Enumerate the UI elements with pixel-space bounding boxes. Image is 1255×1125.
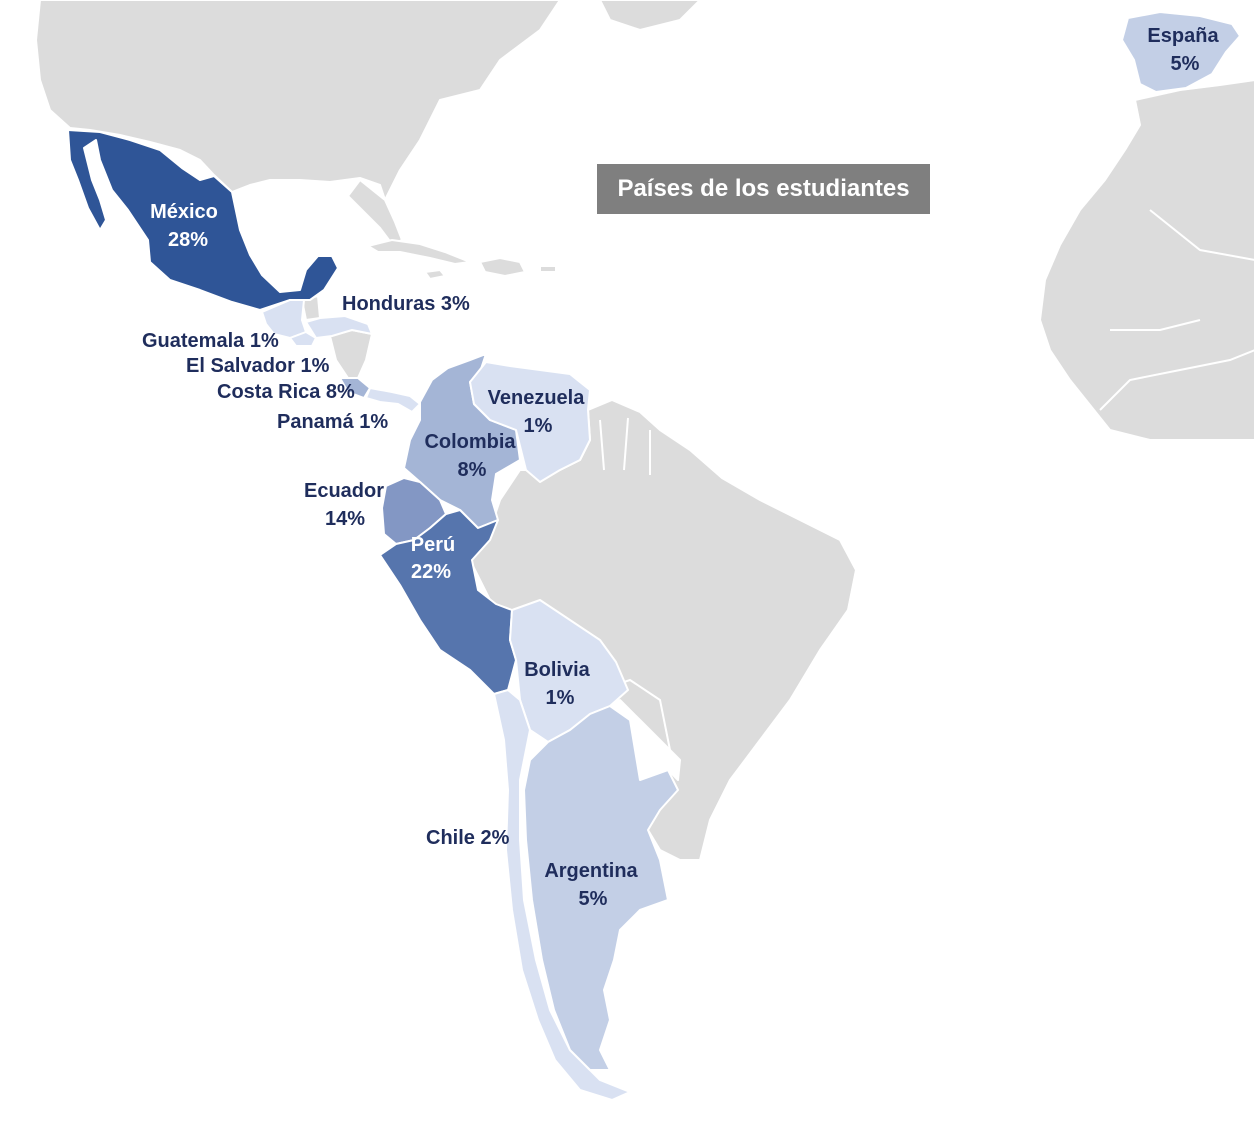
- label-mexico-name: México: [150, 201, 218, 223]
- label-bolivia-value: 1%: [546, 687, 575, 709]
- country-el-salvador: [289, 331, 317, 347]
- label-chile: Chile 2%: [426, 827, 510, 849]
- label-honduras: Honduras 3%: [342, 293, 470, 315]
- land-arctic: [599, 0, 701, 31]
- land-cuba: [367, 239, 471, 265]
- country-espana: [1121, 11, 1241, 93]
- country-colombia: [403, 353, 521, 529]
- country-labels: México 28% España 5% Honduras 3% Guatema…: [142, 25, 1219, 910]
- label-ecuador-name: Ecuador: [304, 480, 384, 502]
- label-ecuador-value: 14%: [325, 508, 365, 530]
- label-venezuela-name: Venezuela: [488, 387, 586, 409]
- label-panama: Panamá 1%: [277, 411, 388, 433]
- label-espana-value: 5%: [1171, 53, 1200, 75]
- highlighted-countries: [67, 11, 1241, 1101]
- label-el-salvador: El Salvador 1%: [186, 355, 330, 377]
- country-argentina: [523, 705, 679, 1071]
- label-argentina-value: 5%: [579, 888, 608, 910]
- label-costa-rica: Costa Rica 8%: [217, 381, 355, 403]
- country-chile: [493, 689, 631, 1101]
- land-jamaica: [424, 269, 446, 280]
- label-mexico-value: 28%: [168, 229, 208, 251]
- map-title: Países de los estudiantes: [597, 164, 930, 214]
- label-guatemala: Guatemala 1%: [142, 330, 279, 352]
- land-nicaragua: [329, 329, 373, 379]
- label-bolivia-name: Bolivia: [524, 659, 590, 681]
- background-land: [35, 0, 1255, 861]
- land-africa: [1039, 79, 1255, 441]
- label-colombia-name: Colombia: [424, 431, 516, 453]
- land-north-america: [35, 0, 561, 201]
- land-puerto-rico: [539, 265, 557, 273]
- country-panama: [365, 387, 421, 413]
- label-colombia-value: 8%: [458, 459, 487, 481]
- label-peru-value: 22%: [411, 561, 451, 583]
- land-hispaniola: [479, 257, 526, 277]
- label-peru-name: Perú: [411, 534, 455, 556]
- label-venezuela-value: 1%: [524, 415, 553, 437]
- country-honduras: [305, 315, 373, 339]
- label-argentina-name: Argentina: [544, 860, 638, 882]
- land-florida: [347, 179, 403, 245]
- label-espana-name: España: [1147, 25, 1219, 47]
- country-venezuela: [469, 361, 591, 483]
- country-peru: [379, 509, 517, 695]
